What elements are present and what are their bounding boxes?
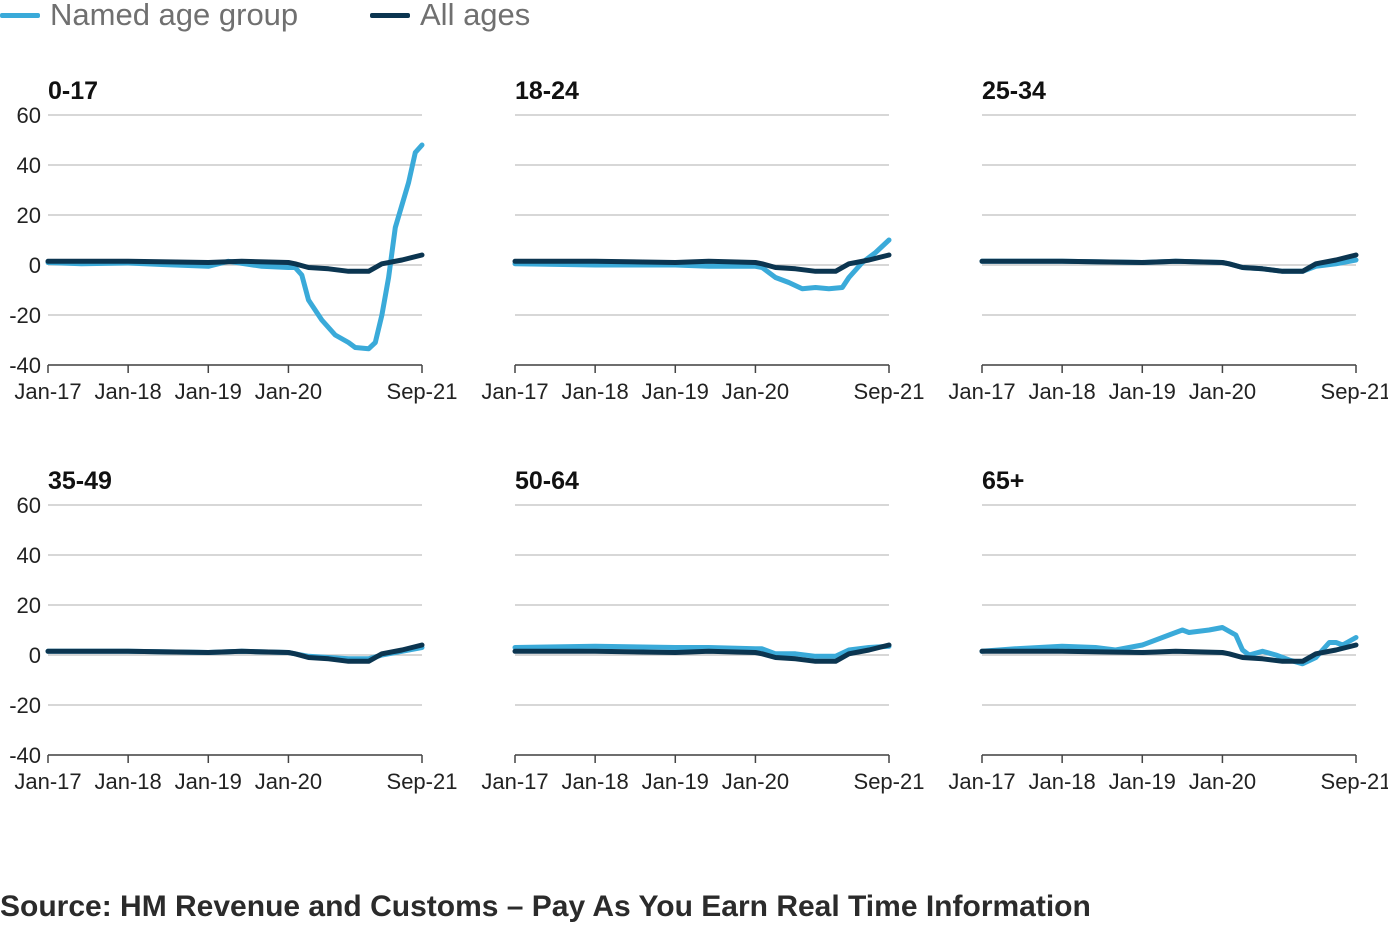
chart-panel-5: 65+ Jan-17 Jan-18 Jan-19 Jan-20 Sep-21 [948,467,1388,794]
x-tick-label: Jan-20 [1189,769,1256,794]
x-tick-label: Sep-21 [1321,379,1388,404]
x-tick-label: Jan-17 [948,769,1015,794]
legend-item-all: All ages [370,0,530,32]
x-tick-label: Jan-18 [1029,769,1096,794]
chart-panel-4: 50-64 Jan-17 Jan-18 Jan-19 Jan-20 Sep-21 [481,467,924,794]
x-tick-label: Jan-19 [642,769,709,794]
x-tick-label: Sep-21 [854,769,925,794]
x-tick-label: Jan-17 [14,379,81,404]
legend-label-all: All ages [420,0,531,32]
x-tick-label: Sep-21 [387,769,458,794]
y-tick-label: 40 [17,543,41,568]
series-line-named-age-group [45,142,425,352]
y-tick-label: -40 [9,353,41,378]
x-tick-label: Jan-20 [255,769,322,794]
y-tick-label: 0 [29,253,41,278]
legend: Named age group All ages [0,0,700,32]
x-tick-label: Jan-20 [255,379,322,404]
x-tick-label: Jan-18 [562,379,629,404]
y-tick-label: 40 [17,153,41,178]
x-tick-label: Jan-19 [175,379,242,404]
x-tick-label: Jan-18 [1029,379,1096,404]
series-line-all-ages [512,642,892,664]
y-tick-label: -20 [9,303,41,328]
x-tick-label: Sep-21 [1321,769,1388,794]
panel-title: 0-17 [48,77,98,105]
x-tick-label: Jan-17 [948,379,1015,404]
x-tick-label: Jan-18 [95,769,162,794]
chart-panel-2: 25-34 Jan-17 Jan-18 Jan-19 Jan-20 Sep-21 [948,77,1388,404]
y-tick-label: 20 [17,203,41,228]
x-tick-label: Sep-21 [854,379,925,404]
x-tick-label: Jan-20 [1189,379,1256,404]
legend-label-named: Named age group [50,0,299,32]
x-tick-label: Jan-17 [14,769,81,794]
legend-swatch-named [0,12,40,18]
series-line-all-ages [45,642,425,664]
series-line-all-ages [979,642,1359,664]
x-tick-label: Jan-20 [722,379,789,404]
x-tick-label: Jan-19 [1109,769,1176,794]
x-tick-label: Jan-18 [562,769,629,794]
source-note: Source: HM Revenue and Customs – Pay As … [0,890,1091,923]
x-tick-label: Sep-21 [387,379,458,404]
legend-swatch-all [370,12,410,18]
y-tick-label: 20 [17,593,41,618]
y-tick-label: -20 [9,693,41,718]
series-line-all-ages [45,252,425,274]
panel-title: 65+ [982,467,1024,495]
x-tick-label: Jan-17 [481,379,548,404]
series-line-all-ages [979,252,1359,274]
y-tick-label: -40 [9,743,41,768]
x-tick-label: Jan-19 [175,769,242,794]
series-line-named-age-group [979,625,1359,667]
y-tick-label: 0 [29,643,41,668]
legend-item-named: Named age group [0,0,298,32]
x-tick-label: Jan-20 [722,769,789,794]
x-tick-label: Jan-19 [1109,379,1176,404]
chart-panel-1: 18-24 Jan-17 Jan-18 Jan-19 Jan-20 Sep-21 [481,77,924,404]
panel-title: 35-49 [48,467,112,495]
panel-title: 25-34 [982,77,1046,105]
x-tick-label: Jan-17 [481,769,548,794]
panel-title: 18-24 [515,77,579,105]
series-line-named-age-group [512,237,892,292]
x-tick-label: Jan-19 [642,379,709,404]
series-line-all-ages [512,252,892,274]
y-tick-label: 60 [17,103,41,128]
y-tick-label: 60 [17,493,41,518]
series-line-named-age-group [512,643,892,659]
panel-title: 50-64 [515,467,579,495]
x-tick-label: Jan-18 [95,379,162,404]
